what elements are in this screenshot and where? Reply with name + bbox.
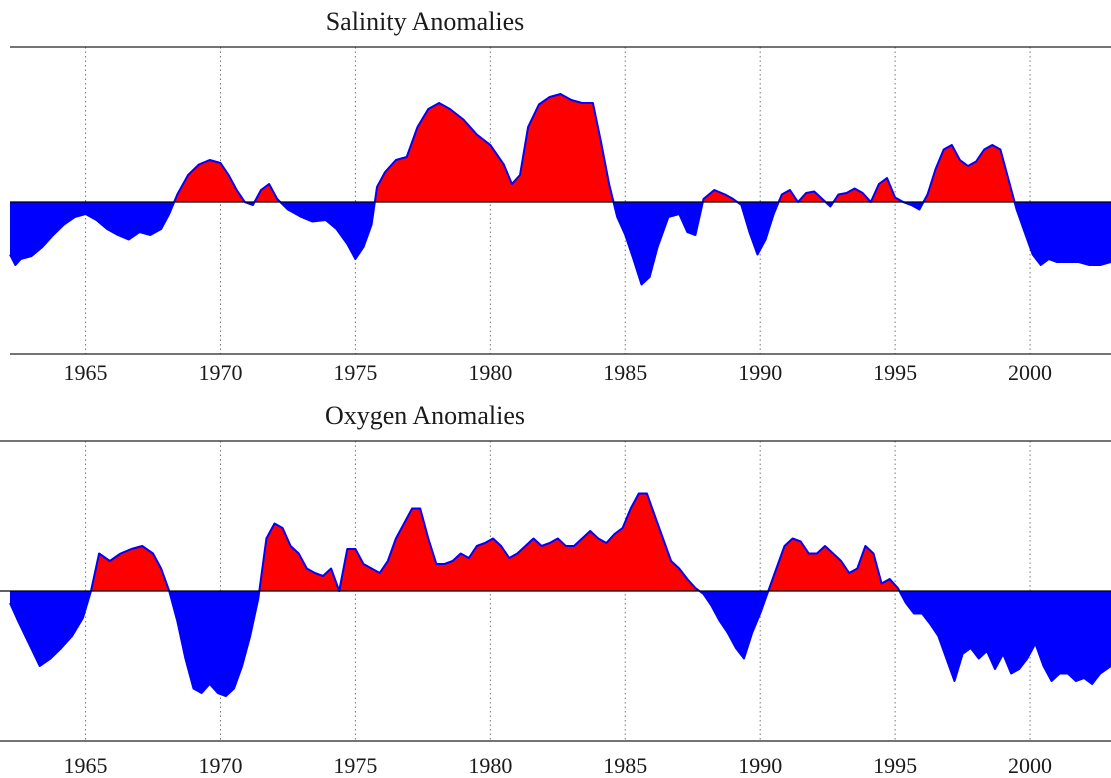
salinity-negative-area <box>10 202 1111 285</box>
salinity-tick-label-1995: 1995 <box>873 360 917 385</box>
oxygen-tick-label-1975: 1975 <box>333 753 377 778</box>
oxygen-tick-label-1965: 1965 <box>64 753 108 778</box>
oxygen-tick-label-1980: 1980 <box>468 753 512 778</box>
oxygen-chart: Oxygen Anomalies 1965 1970 1975 1980 1985 199… <box>0 401 1111 778</box>
salinity-tick-label-1970: 1970 <box>198 360 242 385</box>
salinity-series-line <box>9 93 1111 286</box>
salinity-ticks: 1965 1970 1975 1980 1985 1990 1995 2000 <box>64 360 1052 385</box>
oxygen-negative-area <box>10 591 1111 696</box>
salinity-tick-label-1975: 1975 <box>333 360 377 385</box>
oxygen-tick-label-1995: 1995 <box>873 753 917 778</box>
salinity-areas <box>9 93 1111 286</box>
salinity-tick-label-1990: 1990 <box>738 360 782 385</box>
oxygen-areas <box>9 492 1111 697</box>
salinity-tick-label-1985: 1985 <box>603 360 647 385</box>
oxygen-title: Oxygen Anomalies <box>325 401 525 430</box>
salinity-title: Salinity Anomalies <box>326 7 525 36</box>
oxygen-ticks: 1965 1970 1975 1980 1985 1990 1995 2000 <box>64 753 1052 778</box>
oxygen-tick-label-1970: 1970 <box>198 753 242 778</box>
salinity-tick-label-1965: 1965 <box>64 360 108 385</box>
salinity-positive-area <box>10 94 1111 202</box>
oxygen-tick-label-1990: 1990 <box>738 753 782 778</box>
oxygen-tick-label-1985: 1985 <box>603 753 647 778</box>
oxygen-tick-label-2000: 2000 <box>1008 753 1052 778</box>
salinity-tick-label-2000: 2000 <box>1008 360 1052 385</box>
salinity-chart: Salinity Anomalies 1965 1970 1975 1980 1985 1… <box>9 7 1111 385</box>
oxygen-series-line <box>9 492 1111 697</box>
salinity-tick-label-1980: 1980 <box>468 360 512 385</box>
